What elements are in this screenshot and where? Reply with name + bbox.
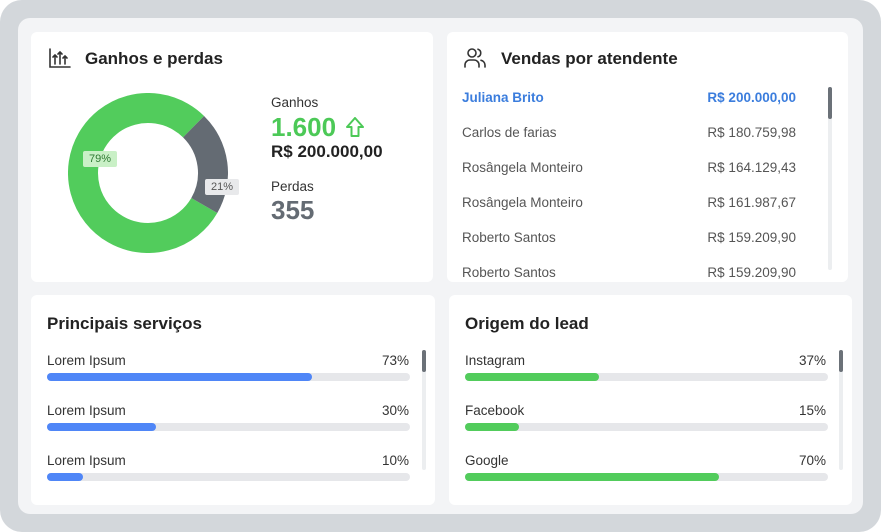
data-label: 21% [205, 179, 240, 195]
item-percent: 15% [798, 403, 826, 418]
scrollbar[interactable] [422, 350, 426, 470]
losses-count: 355 [271, 195, 315, 225]
up-arrow-icon [346, 117, 364, 137]
item-label: Lorem Ipsum [47, 403, 126, 418]
seller-amount: R$ 180.759,98 [707, 125, 796, 140]
gains-losses-card: Ganhos e perdas 79% 21% Ganhos 1.600 R$ … [31, 32, 433, 282]
donut-segment [68, 93, 228, 253]
seller-name: Rosângela Monteiro [462, 160, 583, 175]
seller-amount: R$ 164.129,43 [707, 160, 796, 175]
item-label: Facebook [465, 403, 525, 418]
card-title: Origem do lead [465, 314, 589, 333]
sales-card: Vendas por atendente Juliana Brito R$ 200… [447, 32, 848, 282]
item-percent: 70% [798, 453, 826, 468]
card-title: Vendas por atendente [501, 49, 678, 68]
donut-chart [68, 93, 228, 253]
lead-origin-card: Origem do lead Instagram 37% Facebook 15% Go… [449, 295, 852, 505]
card-title: Principais serviços [47, 314, 202, 333]
item-label: Lorem Ipsum [47, 453, 126, 468]
progress-track [465, 473, 828, 481]
item-percent: 30% [381, 403, 409, 418]
item-label: Lorem Ipsum [47, 353, 126, 368]
losses-label: Perdas [271, 179, 314, 194]
progress-bar [47, 473, 84, 481]
seller-name: Rosângela Monteiro [462, 195, 583, 210]
item-percent: 37% [798, 353, 826, 368]
progress-track [465, 423, 828, 431]
seller-name: Carlos de farias [462, 125, 557, 140]
progress-track [47, 373, 410, 381]
scrollbar-thumb[interactable] [839, 350, 843, 372]
scrollbar[interactable] [828, 87, 832, 270]
scrollbar-thumb[interactable] [828, 87, 832, 119]
data-label: 79% [83, 151, 118, 167]
gains-count: 1.600 [271, 112, 337, 142]
card-title: Ganhos e perdas [85, 49, 223, 68]
chart-icon [49, 48, 71, 68]
people-icon [464, 48, 486, 68]
progress-bar [47, 373, 312, 381]
progress-bar [465, 373, 600, 381]
seller-amount: R$ 159.209,90 [707, 230, 796, 245]
seller-name: Roberto Santos [462, 230, 556, 245]
scrollbar[interactable] [839, 350, 843, 470]
item-label: Google [465, 453, 509, 468]
progress-bar [465, 473, 720, 481]
scrollbar-thumb[interactable] [422, 350, 426, 372]
progress-track [465, 373, 828, 381]
item-percent: 10% [381, 453, 409, 468]
services-card: Principais serviços Lorem Ipsum 73% Lorem … [31, 295, 435, 505]
gains-label: Ganhos [271, 95, 319, 110]
seller-amount: R$ 161.987,67 [707, 195, 796, 210]
seller-name: Juliana Brito [462, 90, 544, 105]
progress-bar [465, 423, 520, 431]
progress-track [47, 423, 410, 431]
item-label: Instagram [465, 353, 526, 368]
gains-amount: R$ 200.000,00 [271, 142, 383, 161]
seller-name: Roberto Santos [462, 265, 556, 280]
progress-track [47, 473, 410, 481]
seller-amount: R$ 159.209,90 [707, 265, 796, 280]
dashboard: Ganhos e perdas 79% 21% Ganhos 1.600 R$ … [18, 18, 863, 514]
seller-amount: R$ 200.000,00 [707, 90, 796, 105]
item-percent: 73% [381, 353, 409, 368]
progress-bar [47, 423, 156, 431]
